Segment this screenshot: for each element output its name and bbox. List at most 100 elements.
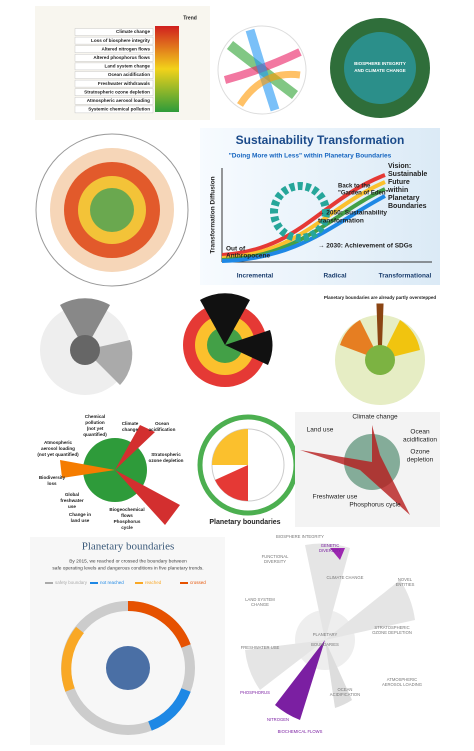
label: Radical: [323, 273, 346, 280]
label: Sustainable: [388, 171, 427, 178]
title: Planetary boundaries: [82, 541, 175, 553]
subtitle: "Doing More with Less" within Planetary …: [229, 153, 392, 160]
header: Trend: [183, 15, 197, 21]
label: DIVERSITY: [319, 548, 341, 553]
label: safe operating levels and dangerous cond…: [52, 565, 203, 571]
label: loss: [47, 481, 57, 486]
panel-globe: [330, 18, 430, 118]
panel-red-radial: [183, 293, 273, 387]
label: (not yet: [87, 426, 104, 431]
title: Planetary boundaries are already partly …: [324, 295, 437, 300]
core: [70, 335, 100, 365]
label: STRATOSPHERIC: [374, 625, 409, 630]
label: NOVEL: [398, 577, 413, 582]
legend-label: reached: [145, 580, 162, 585]
chord: [245, 28, 280, 112]
label: "Garden of Eden": [338, 191, 389, 197]
label: aerosol loading: [41, 446, 75, 451]
label: Future: [388, 179, 410, 186]
label: AEROSOL LOADING: [382, 682, 422, 687]
label: NITROGEN: [267, 717, 289, 722]
wedge: [325, 640, 352, 708]
label: Stratospheric: [151, 452, 181, 457]
label: Climate change: [352, 414, 398, 421]
label: Anthropocene: [226, 253, 270, 260]
curve: [221, 173, 386, 257]
label: pollution: [85, 420, 105, 425]
panel-bg: [30, 537, 225, 745]
row-label: Ocean acidification: [108, 72, 150, 77]
row-label: Systemic chemical pollution: [88, 107, 150, 112]
panel-green-globe: [60, 425, 180, 525]
label: By 2015, we reached or crossed the bound…: [69, 558, 187, 564]
label: cycle: [121, 525, 133, 530]
row-label: Climate change: [116, 29, 150, 34]
core: [365, 345, 395, 375]
label: flows: [121, 513, 133, 518]
row-box: [74, 45, 154, 53]
label: Climate: [122, 421, 139, 426]
ring: [35, 133, 189, 287]
row-label: Loss of biosphere integrity: [91, 38, 150, 43]
label: Freshwater use: [313, 494, 358, 501]
legend-label: safety boundary: [55, 580, 88, 585]
label: Ozone: [410, 449, 430, 456]
label: ACIDIFICATION: [330, 692, 360, 697]
wedge: [275, 640, 325, 720]
row-box: [74, 105, 154, 114]
core: [106, 646, 150, 690]
row-box: [74, 79, 154, 88]
label: land use: [71, 518, 90, 523]
label: → 2030: Achievement of SDGs: [318, 243, 413, 250]
wedge: [305, 543, 350, 640]
label: Out of: [226, 246, 246, 253]
row-box: [74, 36, 154, 45]
label: BIOSPHERE INTEGRITY: [276, 534, 324, 539]
row-label: Altered nitrogen flows: [102, 46, 151, 51]
label: Land use: [307, 427, 334, 434]
curve: [221, 180, 386, 260]
label: Atmospheric: [44, 440, 73, 445]
gradient-bar: [155, 26, 179, 112]
wedge: [115, 425, 155, 470]
arc: [61, 626, 85, 692]
row-label: Freshwater withdrawals: [98, 81, 151, 86]
wedge: [245, 640, 325, 690]
wedge: [225, 330, 273, 365]
label: CLIMATE CHANGE: [327, 575, 364, 580]
label: CHANGE: [251, 602, 269, 607]
label: Vision:: [388, 163, 411, 170]
label: Incremental: [237, 273, 274, 280]
panel-infographic: [30, 537, 225, 745]
panel-star: [295, 412, 440, 527]
label: Phosphorus cycle: [349, 502, 401, 509]
label: PLANETARY: [313, 632, 338, 637]
label: Back to the: [338, 184, 371, 190]
chord: [237, 70, 301, 107]
label: ozone depletion: [149, 458, 184, 463]
label: AND CLIMATE CHANGE: [354, 68, 405, 73]
label: ATMOSPHERIC: [387, 677, 417, 682]
core: [90, 188, 134, 232]
row-box: [74, 97, 154, 105]
wedge: [325, 580, 415, 640]
axis-label: Transformation Diffusion: [210, 176, 217, 253]
label: freshwater: [60, 498, 83, 503]
arc: [127, 601, 191, 648]
label: Global: [65, 492, 79, 497]
row-label: Atmospheric aerosol loading: [87, 98, 150, 103]
label: Ocean: [155, 421, 169, 426]
label: Transformational: [379, 273, 432, 280]
arrow: [376, 303, 384, 361]
row-box: [74, 62, 154, 71]
label: BOUNDARIES: [311, 642, 339, 647]
label: PHOSPHORUS: [240, 690, 270, 695]
panel-boundaries-wheel: [245, 543, 415, 720]
panel-gray-radial: [40, 298, 133, 395]
label: FUNCTIONAL: [262, 554, 289, 559]
wedge: [60, 298, 110, 350]
label: depletion: [407, 457, 434, 464]
label: OZONE DEPLETION: [372, 630, 412, 635]
row-label: Stratospheric ozone depletion: [84, 89, 150, 94]
sdg-wheel: [270, 182, 330, 242]
